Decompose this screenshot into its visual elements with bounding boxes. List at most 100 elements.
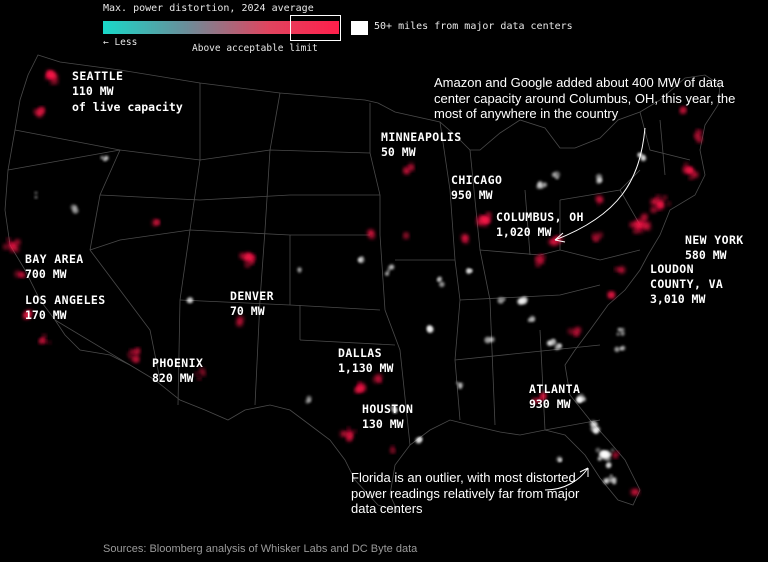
distortion-dot <box>486 212 491 218</box>
distortion-dot <box>476 217 479 221</box>
far-dot <box>558 343 562 348</box>
distortion-dot <box>597 232 603 238</box>
far-dot <box>439 281 445 288</box>
far-dot <box>468 269 472 272</box>
far-dot <box>597 456 602 461</box>
city-mw: 110 MW <box>72 84 114 98</box>
far-dot <box>558 459 562 462</box>
far-dot <box>598 178 603 183</box>
distortion-dot <box>644 223 651 231</box>
distortion-dot <box>575 332 579 337</box>
far-dot <box>595 447 601 453</box>
distortion-dot <box>18 274 22 277</box>
far-dot <box>70 204 77 211</box>
distortion-dot <box>538 398 542 402</box>
distortion-dot <box>461 234 469 241</box>
city-mw: 580 MW <box>685 248 727 262</box>
distortion-dot <box>484 218 490 223</box>
far-dot <box>611 448 615 452</box>
distortion-dot <box>7 242 11 245</box>
distortion-dot <box>535 256 541 261</box>
far-dot <box>385 271 389 276</box>
distortion-dot <box>680 108 686 114</box>
distortion-dot <box>540 259 545 264</box>
city-name: ATLANTA <box>529 382 581 396</box>
far-dot <box>530 317 535 322</box>
distortion-dot <box>618 268 622 272</box>
florida-annotation: Florida is an outlier, with most distort… <box>351 470 580 516</box>
city-name: HOUSTON <box>362 402 414 416</box>
distortion-dot <box>14 239 21 246</box>
far-dot <box>104 155 109 161</box>
far-dot <box>393 409 397 414</box>
florida-arrow <box>544 467 589 491</box>
distortion-dot <box>195 372 199 376</box>
far-dot <box>418 437 423 441</box>
city-label-denver: DENVER 70 MW <box>230 289 274 319</box>
columbus-arrow <box>554 127 646 241</box>
distortion-dot <box>630 489 637 495</box>
distortion-dot <box>696 129 700 133</box>
distortion-dot <box>650 198 658 206</box>
far-dot <box>458 382 464 388</box>
distortion-dot <box>353 430 357 433</box>
far-dot <box>552 339 555 342</box>
far-dot <box>620 345 626 351</box>
far-dot <box>188 298 193 304</box>
distortion-dot <box>50 79 55 85</box>
distortion-dot <box>127 352 132 357</box>
city-label-minneapolis: MINNEAPOLIS 50 MW <box>381 130 462 160</box>
legend-title: Max. power distortion, 2024 average <box>103 3 314 14</box>
distortion-dot <box>650 207 657 213</box>
far-dot <box>604 454 609 459</box>
distortion-dot <box>575 327 581 333</box>
distortion-dot <box>390 448 395 453</box>
distortion-dot <box>616 451 620 455</box>
city-label-houston: HOUSTON 130 MW <box>362 402 413 432</box>
distortion-dot <box>684 162 688 166</box>
far-dot <box>426 325 432 331</box>
distortion-dot <box>3 244 9 250</box>
distortion-dot <box>10 250 13 253</box>
far-dot <box>521 299 527 305</box>
columbus-arrow-head <box>554 232 566 243</box>
distortion-dot <box>42 334 46 339</box>
far-dot <box>34 191 38 195</box>
far-dot <box>387 269 390 273</box>
distortion-dot <box>347 427 351 430</box>
distortion-dot <box>340 430 347 438</box>
city-label-bay-area: BAY AREA 700 MW <box>25 252 84 282</box>
city-name: DENVER <box>230 289 274 303</box>
city-label-phoenix: PHOENIX 820 MW <box>152 356 203 386</box>
city-name: BAY AREA <box>25 252 84 266</box>
city-label-seattle: SEATTLE 110 MW <box>72 69 123 99</box>
distortion-dot <box>691 171 698 178</box>
distortion-dot <box>532 398 538 404</box>
distortion-dot <box>593 238 597 242</box>
legend-far-label: 50+ miles from major data centers <box>374 21 573 32</box>
city-mw: 130 MW <box>362 417 404 431</box>
columbus-annotation: Amazon and Google added about 400 MW of … <box>434 75 736 121</box>
distortion-dot <box>245 262 250 268</box>
far-dot <box>610 474 613 478</box>
far-dot <box>297 269 302 273</box>
distortion-dot <box>404 232 409 237</box>
city-label-new-york: NEW YORK 580 MW <box>685 233 744 263</box>
city-name: SEATTLE <box>72 69 124 83</box>
distortion-dot <box>535 262 541 267</box>
far-dot <box>593 428 599 434</box>
city-label-los-angeles: LOS ANGELES 170 MW <box>25 293 106 323</box>
distortion-dot <box>614 267 619 272</box>
florida-arrow-head <box>579 467 589 477</box>
far-dot <box>620 331 625 336</box>
city-label-columbus: COLUMBUS, OH 1,020 MW <box>496 210 584 240</box>
far-dot <box>100 156 104 160</box>
distortion-dot <box>357 387 363 392</box>
distortion-dot <box>36 110 43 117</box>
far-dot <box>593 422 598 428</box>
far-dot <box>389 264 395 270</box>
distortion-dot <box>618 266 625 274</box>
legend-less-label: ← Less <box>103 37 138 48</box>
city-mw: 700 MW <box>25 267 67 281</box>
distortion-dot <box>408 162 414 168</box>
